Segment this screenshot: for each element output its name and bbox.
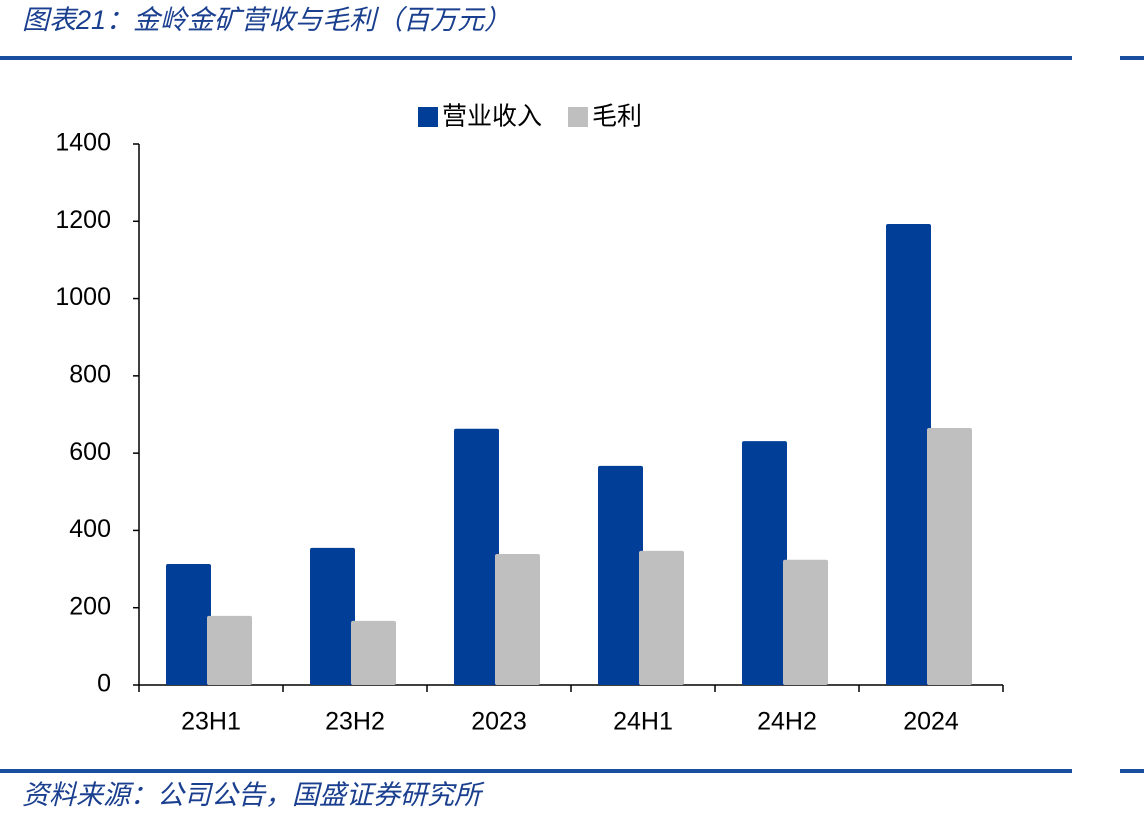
header-rule bbox=[1120, 56, 1144, 60]
y-tick-label: 200 bbox=[69, 592, 111, 620]
footer-rule bbox=[1120, 769, 1144, 773]
y-tick-label: 1000 bbox=[55, 283, 111, 311]
source-note: 资料来源：公司公告，国盛证券研究所 bbox=[22, 780, 485, 810]
bar bbox=[310, 547, 355, 685]
x-tick-label: 2023 bbox=[471, 708, 527, 736]
y-tick-label: 1200 bbox=[55, 206, 111, 234]
bar bbox=[598, 465, 643, 685]
bar bbox=[639, 550, 684, 685]
bar bbox=[166, 564, 211, 685]
bar bbox=[207, 615, 252, 685]
x-tick-label: 24H2 bbox=[757, 708, 817, 736]
bar bbox=[742, 441, 787, 685]
y-tick-label: 800 bbox=[69, 360, 111, 388]
x-tick-label: 23H1 bbox=[181, 708, 241, 736]
y-tick-label: 1400 bbox=[55, 129, 111, 157]
header-rule bbox=[0, 56, 1072, 60]
chart-title: 图表21：金岭金矿营收与毛利（百万元） bbox=[22, 5, 511, 35]
y-tick-label: 600 bbox=[69, 438, 111, 466]
bar bbox=[927, 428, 972, 685]
x-tick-label: 2024 bbox=[903, 708, 959, 736]
bar bbox=[495, 554, 540, 685]
bar bbox=[454, 428, 499, 685]
y-tick-label: 400 bbox=[69, 515, 111, 543]
legend-label: 营业收入 bbox=[442, 103, 542, 131]
x-tick-label: 23H2 bbox=[325, 708, 385, 736]
legend-swatch bbox=[418, 107, 438, 127]
legend-swatch bbox=[568, 107, 589, 127]
bar bbox=[886, 223, 931, 685]
bar bbox=[783, 559, 828, 685]
footer-rule bbox=[0, 769, 1072, 773]
y-tick-label: 0 bbox=[97, 670, 111, 698]
x-tick-label: 24H1 bbox=[613, 708, 673, 736]
legend-label: 毛利 bbox=[592, 103, 642, 131]
bar bbox=[351, 620, 396, 685]
